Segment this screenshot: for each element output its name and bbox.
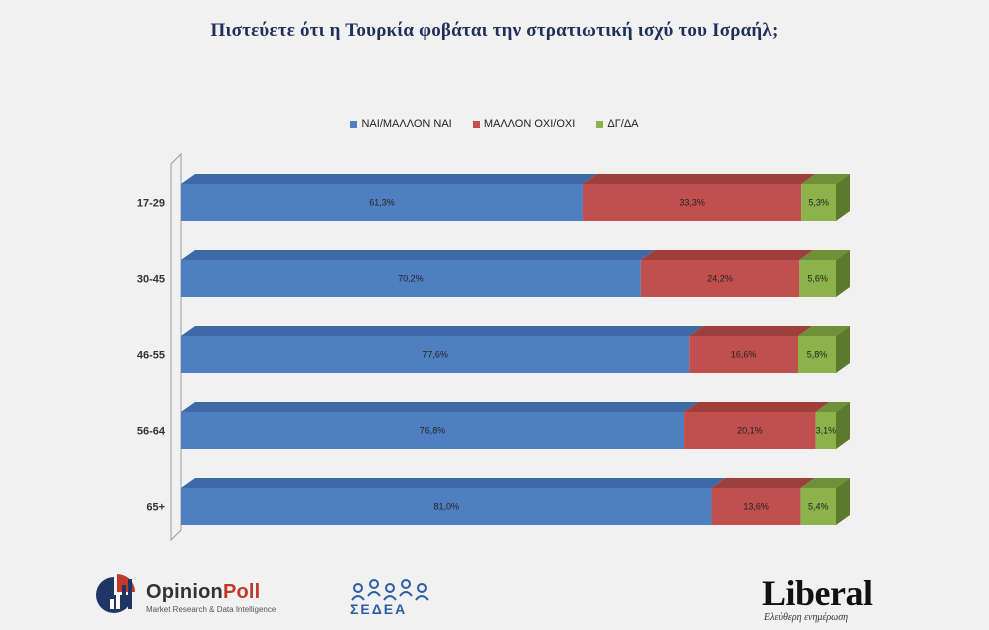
legend-item-yes: ΝΑΙ/ΜΑΛΛΟΝ ΝΑΙ [350, 118, 452, 130]
liberal-tagline: Ελεύθερη ενημέρωση [764, 612, 849, 623]
bar-side-dk [836, 478, 850, 525]
bar-dk [801, 184, 836, 221]
bar-side-dk [836, 250, 850, 297]
bar-top-no [640, 250, 814, 260]
legend-item-no: ΜΑΛΛΟΝ ΟΧΙ/ΟΧΙ [472, 118, 576, 130]
data-label-no: 13,6% [743, 502, 769, 512]
bar-top-dk [801, 174, 850, 184]
legend-label-yes: ΝΑΙ/ΜΑΛΛΟΝ ΝΑΙ [361, 118, 452, 130]
bar-top-yes [181, 250, 655, 260]
bar-no [684, 412, 816, 449]
data-label-dk: 5,4% [808, 502, 829, 512]
data-label-yes: 77,6% [422, 350, 448, 360]
bar-no [711, 488, 801, 525]
data-label-dk: 5,6% [807, 274, 828, 284]
category-label: 46-55 [137, 350, 165, 362]
bar-no [689, 336, 799, 373]
bar-yes [181, 184, 583, 221]
bar-yes [181, 412, 685, 449]
opinionpoll-logo-icon [96, 574, 135, 613]
chart-title: Πιστεύετε ότι η Τουρκία φοβάται την στρα… [210, 20, 779, 41]
bar-top-dk [800, 478, 850, 488]
bar-no [582, 184, 802, 221]
data-label-no: 24,2% [707, 274, 733, 284]
bar-top-dk [815, 402, 850, 412]
bar-yes [181, 260, 641, 297]
bar-side-dk [836, 402, 850, 449]
sedea-logo-icon [351, 579, 429, 601]
legend-swatch-no [472, 120, 480, 128]
category-label: 17-29 [137, 198, 165, 210]
category-label: 30-45 [137, 274, 165, 286]
data-label-dk: 5,3% [808, 198, 829, 208]
legend-swatch-dk [596, 120, 604, 128]
data-label-no: 16,6% [731, 350, 757, 360]
bar-dk [815, 412, 836, 449]
bar-no [640, 260, 800, 297]
opinionpoll-name-a: Opinion [146, 581, 223, 603]
data-label-yes: 76,8% [420, 426, 446, 436]
legend-item-dk: ΔΓ/ΔΑ [596, 118, 639, 130]
axis-wall [170, 152, 182, 542]
bar-top-yes [181, 478, 726, 488]
bar-top-dk [798, 326, 850, 336]
bar-top-no [582, 174, 816, 184]
bar-dk [798, 336, 836, 373]
bar-dk [800, 488, 836, 525]
data-label-dk: 5,8% [807, 350, 828, 360]
legend: ΝΑΙ/ΜΑΛΛΟΝ ΝΑΙ ΜΑΛΛΟΝ ΟΧΙ/ΟΧΙ ΔΓ/ΔΑ [0, 118, 989, 130]
category-label: 56-64 [137, 426, 166, 438]
opinionpoll-name-b: Poll [222, 581, 261, 603]
sedea-wordmark: ΣΕΔΕΑ [350, 601, 408, 617]
bar-top-no [711, 478, 815, 488]
bar-top-no [689, 326, 813, 336]
legend-swatch-yes [350, 120, 358, 128]
bar-side-dk [836, 174, 850, 221]
bar-top-yes [181, 174, 597, 184]
data-label-no: 33,3% [679, 198, 705, 208]
opinionpoll-wordmark: OpinionPoll Market Research & Data Intel… [146, 581, 276, 614]
legend-label-dk: ΔΓ/ΔΑ [607, 118, 639, 130]
data-label-dk: 3,1% [816, 426, 837, 436]
bar-dk [799, 260, 836, 297]
bar-side-dk [836, 326, 850, 373]
data-label-yes: 81,0% [434, 502, 460, 512]
bar-top-yes [181, 402, 699, 412]
bar-top-dk [799, 250, 850, 260]
data-label-yes: 61,3% [369, 198, 395, 208]
bar-yes [181, 488, 712, 525]
bar-top-yes [181, 326, 704, 336]
bar-top-no [684, 402, 830, 412]
category-label: 65+ [146, 502, 165, 514]
data-label-no: 20,1% [737, 426, 763, 436]
opinionpoll-tagline: Market Research & Data Intelligence [146, 605, 277, 614]
liberal-wordmark: Liberal [762, 573, 873, 613]
data-label-yes: 70,2% [398, 274, 424, 284]
legend-label-no: ΜΑΛΛΟΝ ΟΧΙ/ΟΧΙ [483, 118, 576, 130]
bar-yes [181, 336, 690, 373]
